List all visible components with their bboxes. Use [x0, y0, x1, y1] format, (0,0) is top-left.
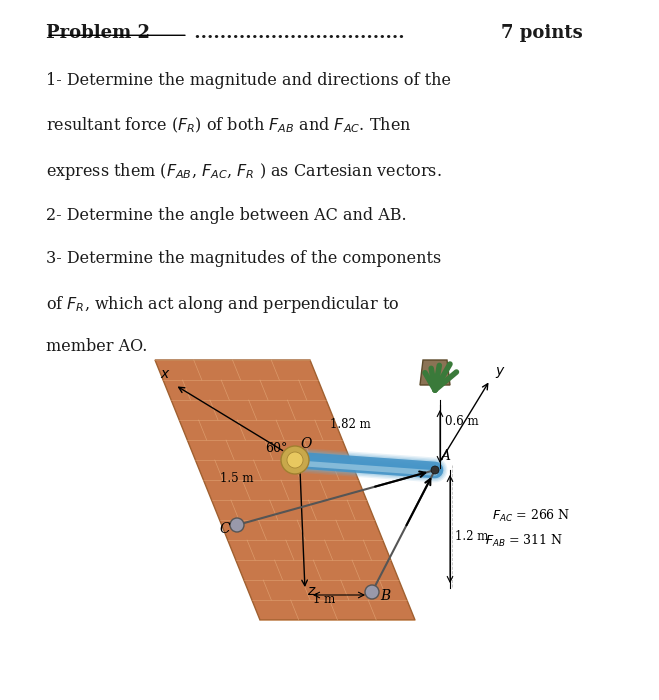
Text: resultant force ($F_R$) of both $F_{AB}$ and $F_{AC}$. Then: resultant force ($F_R$) of both $F_{AB}$…	[46, 116, 412, 135]
Text: O: O	[300, 437, 311, 451]
Circle shape	[365, 585, 379, 599]
Text: 60°: 60°	[265, 442, 287, 455]
Circle shape	[281, 446, 309, 474]
Circle shape	[431, 466, 439, 474]
Text: Problem 2: Problem 2	[46, 24, 150, 41]
Text: 2- Determine the angle between AC and AB.: 2- Determine the angle between AC and AB…	[46, 206, 407, 223]
Text: 7 points: 7 points	[501, 24, 583, 41]
Text: A: A	[440, 449, 450, 463]
Text: $F_{AB}$ = 311 N: $F_{AB}$ = 311 N	[485, 533, 563, 549]
Text: 1.82 m: 1.82 m	[330, 418, 371, 431]
Text: 1.5 m: 1.5 m	[220, 472, 254, 485]
Text: of $F_R$, which act along and perpendicular to: of $F_R$, which act along and perpendicu…	[46, 294, 399, 315]
Circle shape	[287, 452, 303, 468]
Text: express them ($F_{AB}$, $F_{AC}$, $F_R$ ) as Cartesian vectors.: express them ($F_{AB}$, $F_{AC}$, $F_R$ …	[46, 161, 442, 182]
Text: C: C	[219, 522, 229, 536]
Polygon shape	[420, 360, 450, 385]
Circle shape	[230, 518, 244, 532]
Text: z: z	[307, 584, 314, 598]
Text: 1 m: 1 m	[313, 593, 335, 606]
Text: B: B	[380, 589, 390, 603]
Text: 3- Determine the magnitudes of the components: 3- Determine the magnitudes of the compo…	[46, 251, 442, 267]
Text: member AO.: member AO.	[46, 337, 148, 355]
Polygon shape	[155, 360, 415, 620]
Text: .................................: .................................	[188, 24, 405, 41]
Text: y: y	[495, 364, 503, 378]
Text: $F_{AC}$ = 266 N: $F_{AC}$ = 266 N	[492, 508, 570, 524]
Text: 1- Determine the magnitude and directions of the: 1- Determine the magnitude and direction…	[46, 72, 451, 89]
Text: 1.2 m: 1.2 m	[455, 530, 488, 543]
Text: x: x	[160, 367, 168, 381]
Text: 0.6 m: 0.6 m	[445, 415, 478, 428]
